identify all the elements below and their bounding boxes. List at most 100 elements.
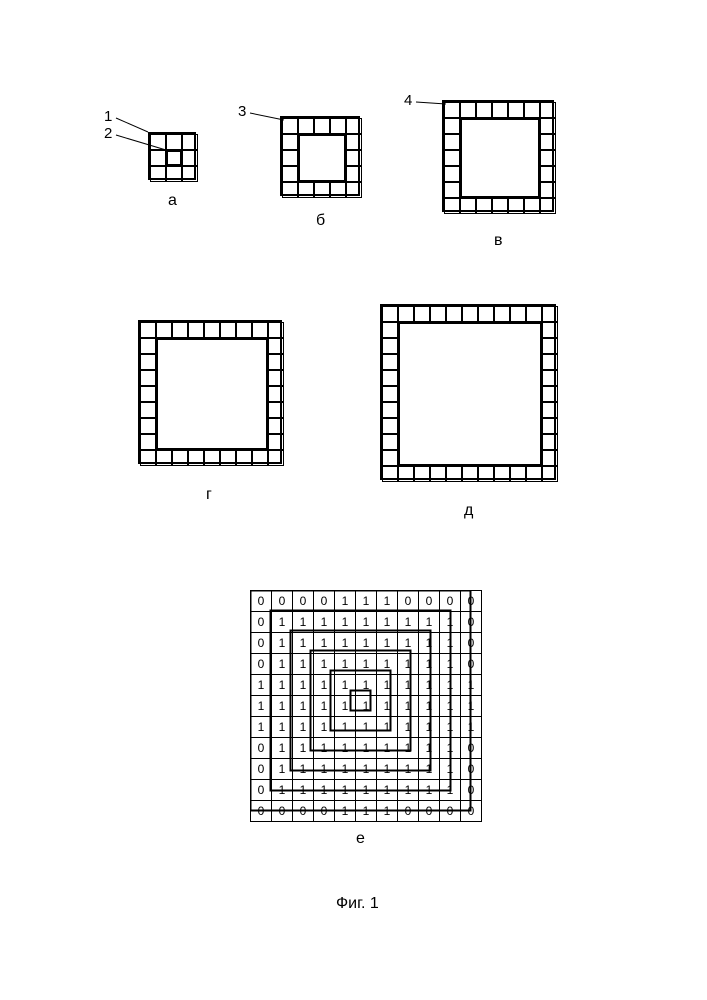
ring-cell (476, 102, 492, 118)
ring-cell (140, 370, 156, 386)
matrix-cell: 1 (293, 633, 314, 654)
matrix-table: 0000111000001111111110011111111100111111… (250, 590, 482, 822)
matrix-cell: 1 (272, 780, 293, 801)
matrix-cell: 1 (272, 612, 293, 633)
ring-cell (268, 370, 284, 386)
ring-cell (188, 322, 204, 338)
matrix-cell: 1 (293, 780, 314, 801)
ring-cell (268, 338, 284, 354)
ring-cell (236, 322, 252, 338)
matrix-cell: 1 (377, 591, 398, 612)
panel-caption-a: а (168, 192, 177, 210)
ring-cell (268, 402, 284, 418)
ring-cell (150, 166, 166, 182)
ring-cell (542, 370, 558, 386)
ring-panel-b (280, 116, 360, 196)
matrix-cell: 0 (272, 801, 293, 822)
matrix-cell: 0 (251, 738, 272, 759)
matrix-cell: 1 (335, 717, 356, 738)
matrix-cell: 0 (272, 591, 293, 612)
ring-cell (346, 166, 362, 182)
matrix-cell: 0 (461, 801, 482, 822)
matrix-cell: 1 (377, 780, 398, 801)
matrix-cell: 1 (440, 759, 461, 780)
ring-cell (166, 134, 182, 150)
ring-cell (314, 182, 330, 198)
ring-cell (476, 198, 492, 214)
ring-cell (382, 306, 398, 322)
ring-inner (298, 134, 346, 182)
ring-cell (156, 450, 172, 466)
matrix-cell: 1 (251, 717, 272, 738)
matrix-cell: 1 (335, 738, 356, 759)
matrix-cell: 1 (461, 696, 482, 717)
ring-cell (382, 402, 398, 418)
ring-cell (444, 102, 460, 118)
ring-cell (478, 466, 494, 482)
matrix-cell: 0 (251, 654, 272, 675)
matrix-cell: 0 (419, 801, 440, 822)
ring-cell (460, 198, 476, 214)
matrix-cell: 1 (440, 738, 461, 759)
matrix-cell: 1 (377, 717, 398, 738)
ring-cell (252, 450, 268, 466)
ring-cell (382, 354, 398, 370)
ring-cell (444, 150, 460, 166)
matrix-cell: 1 (377, 801, 398, 822)
ring-cell (494, 306, 510, 322)
ring-cell (460, 102, 476, 118)
ring-cell (542, 354, 558, 370)
ring-cell (510, 306, 526, 322)
matrix-cell: 1 (251, 696, 272, 717)
panel-caption-d: д (464, 502, 473, 520)
ring-outer (380, 304, 556, 480)
matrix-cell: 1 (293, 738, 314, 759)
matrix-cell: 0 (461, 780, 482, 801)
matrix-cell: 1 (440, 654, 461, 675)
ring-cell (540, 150, 556, 166)
ring-cell (268, 450, 284, 466)
ring-cell (508, 198, 524, 214)
matrix-cell: 1 (440, 633, 461, 654)
ring-cell (188, 450, 204, 466)
ring-cell (140, 386, 156, 402)
matrix-cell: 1 (293, 717, 314, 738)
matrix-cell: 1 (293, 654, 314, 675)
ring-cell (166, 166, 182, 182)
ring-cell (282, 150, 298, 166)
ring-cell (220, 450, 236, 466)
ring-cell (398, 466, 414, 482)
ring-cell (204, 322, 220, 338)
ring-cell (140, 402, 156, 418)
ring-cell (346, 134, 362, 150)
matrix-cell: 1 (440, 612, 461, 633)
matrix-cell: 1 (398, 612, 419, 633)
ring-panel-v (442, 100, 554, 212)
ring-outer (442, 100, 554, 212)
ring-cell (346, 150, 362, 166)
matrix-cell: 1 (335, 612, 356, 633)
matrix-cell: 1 (419, 675, 440, 696)
matrix-cell: 1 (293, 759, 314, 780)
matrix-cell: 1 (440, 717, 461, 738)
matrix-cell: 1 (272, 738, 293, 759)
ring-cell (182, 150, 198, 166)
ring-cell (446, 306, 462, 322)
ring-cell (444, 166, 460, 182)
matrix-cell: 1 (419, 738, 440, 759)
matrix-cell: 1 (314, 780, 335, 801)
ring-cell (478, 306, 494, 322)
callout-label-3: 3 (238, 103, 246, 120)
ring-cell (492, 102, 508, 118)
matrix-cell: 1 (377, 633, 398, 654)
matrix-cell: 1 (335, 633, 356, 654)
figure-caption: Фиг. 1 (336, 895, 379, 913)
ring-inner (398, 322, 542, 466)
matrix-cell: 0 (251, 633, 272, 654)
matrix-cell: 1 (335, 801, 356, 822)
ring-cell (140, 338, 156, 354)
panel-caption-g: г (206, 486, 212, 504)
matrix-cell: 1 (440, 780, 461, 801)
matrix-cell: 1 (419, 654, 440, 675)
ring-panel-g (138, 320, 282, 464)
